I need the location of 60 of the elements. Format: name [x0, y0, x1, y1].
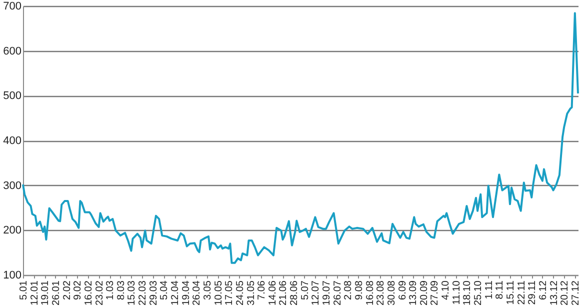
- x-tick-label: 9.08: [354, 280, 365, 300]
- x-tick-label: 1.11: [484, 280, 495, 300]
- x-tick-label: 23.08: [376, 280, 387, 306]
- x-tick-label: 26.04: [192, 280, 203, 306]
- y-tick-label: 700: [3, 0, 22, 12]
- x-tick-label: 22.03: [138, 280, 149, 306]
- x-tick-label: 14.06: [267, 280, 278, 306]
- x-tick-label: 20.09: [418, 280, 430, 306]
- x-tick-label: 30.08: [386, 280, 398, 306]
- x-tick-label: 13.09: [408, 280, 420, 306]
- x-tick-label: 27.12: [570, 280, 580, 306]
- x-tick-label: 7.06: [256, 280, 268, 300]
- x-tick-label: 25.10: [473, 280, 484, 306]
- x-tick-label: 28.06: [289, 280, 300, 306]
- x-tick-label: 12.01: [29, 280, 40, 306]
- x-tick-label: 19.01: [40, 280, 52, 306]
- x-tick-label: 3.05: [202, 280, 214, 300]
- x-tick-label: 6.09: [397, 280, 408, 300]
- x-tick-label: 29.11: [527, 280, 538, 305]
- x-tick-label: 8.11: [494, 280, 506, 300]
- x-tick-label: 17.05: [224, 280, 236, 306]
- x-tick-label: 5.04: [159, 280, 170, 300]
- x-tick-label: 19.04: [180, 280, 192, 306]
- x-tick-label: 2.02: [62, 280, 73, 300]
- x-tick-label: 12.07: [310, 280, 322, 306]
- x-tick-label: 11.10: [451, 280, 462, 305]
- line-series: [22, 12, 579, 264]
- x-tick-label: 5.07: [300, 280, 311, 300]
- x-tick-label: 2.08: [343, 280, 354, 300]
- x-tick-label: 26.07: [332, 280, 344, 306]
- x-tick-label: 16.02: [83, 280, 94, 306]
- x-tick-label: 29.03: [148, 280, 160, 306]
- x-tick-label: 20.12: [560, 280, 571, 306]
- x-tick-label: 13.12: [548, 280, 560, 306]
- y-tick-label: 400: [3, 135, 22, 147]
- x-tick-label: 19.07: [322, 280, 333, 306]
- x-tick-label: 6.12: [538, 280, 549, 300]
- x-tick-label: 31.05: [246, 280, 257, 306]
- x-tick-label: 18.10: [462, 280, 474, 306]
- x-tick-label: 12.04: [170, 280, 182, 306]
- x-tick-label: 9.02: [72, 280, 84, 300]
- x-tick-label: 15.03: [126, 280, 138, 306]
- y-tick-label: 600: [3, 45, 22, 58]
- y-tick-label: 100: [3, 270, 22, 282]
- x-tick-label: 27.09: [430, 280, 441, 306]
- y-tick-label: 500: [3, 90, 22, 102]
- x-tick-label: 16.08: [364, 280, 376, 306]
- x-tick-label: 24.05: [234, 280, 246, 306]
- y-tick-label: 200: [3, 224, 22, 237]
- x-tick-label: 22.11: [516, 280, 528, 305]
- y-tick-label: 300: [3, 180, 22, 192]
- x-tick-label: 26.01: [50, 280, 62, 306]
- x-tick-label: 23.02: [94, 280, 106, 306]
- x-tick-label: 8.03: [116, 280, 127, 300]
- x-tick-label: 1.03: [105, 280, 116, 300]
- x-tick-label: 4.10: [440, 280, 452, 300]
- x-tick-label: 15.11: [505, 280, 516, 305]
- x-tick-label: 10.05: [213, 280, 224, 306]
- x-tick-label: 21.06: [278, 280, 290, 306]
- x-tick-label: 5.01: [18, 280, 30, 300]
